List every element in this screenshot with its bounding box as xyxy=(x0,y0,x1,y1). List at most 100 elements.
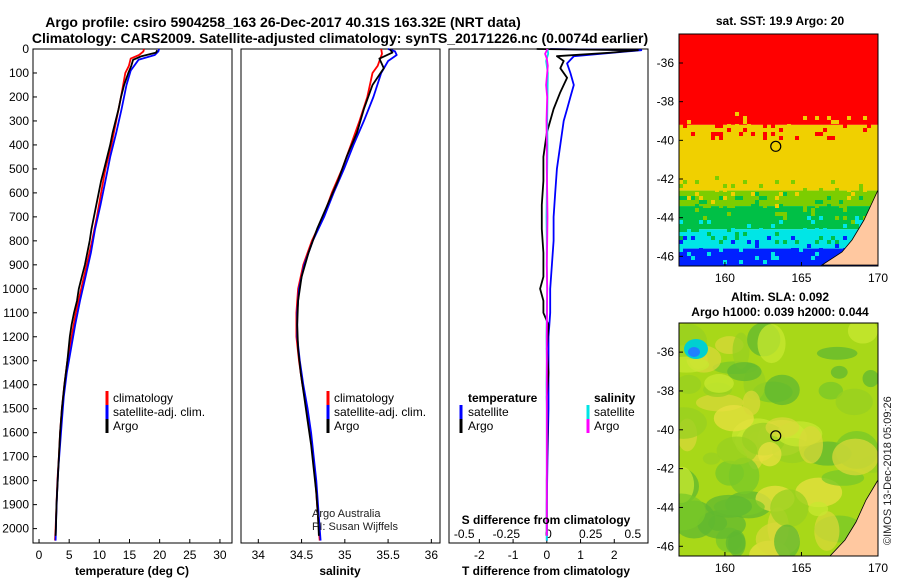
sst-pixel xyxy=(751,200,755,204)
sst-pixel xyxy=(787,192,791,196)
sst-map-panel: sat. SST: 19.9 Argo: 20 -36-38-40-42-44-… xyxy=(657,14,889,285)
legend-t-argo-label: Argo xyxy=(468,419,494,433)
sst-pixel xyxy=(691,256,695,260)
sst-pixel xyxy=(679,248,683,252)
sst-pixel xyxy=(795,256,799,260)
sst-pixel xyxy=(827,196,831,200)
sst-pixel xyxy=(811,192,815,196)
sst-pixel xyxy=(815,228,819,232)
sst-pixel xyxy=(739,216,743,220)
sst-pixel xyxy=(819,236,823,240)
sst-pixel xyxy=(751,204,755,208)
sst-pixel xyxy=(815,184,819,188)
sst-pixel xyxy=(755,204,759,208)
sla-float-marker xyxy=(770,430,782,442)
sst-pixel xyxy=(791,180,795,184)
sst-pixel xyxy=(811,240,815,244)
sst-pixel xyxy=(707,220,711,224)
sst-pixel xyxy=(767,244,771,248)
sst-pixel xyxy=(771,240,775,244)
sst-pixel xyxy=(803,252,807,256)
sst-pixel xyxy=(715,176,719,180)
sla-anomaly-patch xyxy=(732,332,750,369)
sst-pixel xyxy=(703,200,707,204)
sst-pixel xyxy=(691,200,695,204)
sst-pixel xyxy=(735,196,739,200)
depth-tick-label: 600 xyxy=(9,186,29,200)
depth-tick-label: 1900 xyxy=(2,498,29,512)
sst-pixel xyxy=(707,132,711,136)
sla-anomaly-patch xyxy=(816,346,858,360)
depth-tick-label: 2000 xyxy=(2,522,29,536)
lon-tick-label: 170 xyxy=(868,561,888,575)
sst-pixel xyxy=(707,260,711,264)
sst-pixel xyxy=(755,200,759,204)
sst-pixel xyxy=(739,236,743,240)
sla-anomaly-patch xyxy=(798,425,824,464)
sst-pixel xyxy=(703,220,707,224)
sst-pixel xyxy=(851,192,855,196)
sst-pixel xyxy=(699,236,703,240)
temperature-plot-frame xyxy=(32,48,233,544)
depth-tick-label: 1100 xyxy=(3,306,29,320)
sst-pixel xyxy=(787,220,791,224)
sst-pixel xyxy=(703,244,707,248)
sst-pixel xyxy=(715,120,719,124)
lon-tick-label: 165 xyxy=(791,271,811,285)
sst-pixel xyxy=(855,136,859,140)
lon-tick-label: 165 xyxy=(791,561,811,575)
s-difference-label: S difference from climatology xyxy=(462,513,631,527)
sst-pixel xyxy=(799,248,803,252)
sst-pixel xyxy=(783,196,787,200)
sst-pixel xyxy=(699,220,703,224)
sst-map-title: sat. SST: 19.9 Argo: 20 xyxy=(716,14,845,28)
sst-pixel xyxy=(775,180,779,184)
sst-pixel xyxy=(815,240,819,244)
sla-anomaly-patch xyxy=(795,477,843,508)
sst-pixel xyxy=(679,208,683,212)
sst-pixel xyxy=(683,208,687,212)
s-tick-label: -0.5 xyxy=(454,527,475,541)
sst-pixel xyxy=(687,136,691,140)
sst-pixel xyxy=(695,208,699,212)
sst-pixel xyxy=(835,220,839,224)
sst-pixel xyxy=(699,196,703,200)
salinity-series xyxy=(295,48,398,541)
sst-pixel xyxy=(747,224,751,228)
sst-pixel xyxy=(787,244,791,248)
sst-pixel xyxy=(779,196,783,200)
sst-pixel xyxy=(755,240,759,244)
sst-pixel xyxy=(715,132,719,136)
sst-pixel xyxy=(735,232,739,236)
sst-pixel xyxy=(743,116,747,120)
sst-pixel xyxy=(703,212,707,216)
sla-anomaly-patch xyxy=(716,436,758,465)
sst-pixel xyxy=(711,200,715,204)
sst-pixel xyxy=(823,208,827,212)
sst-pixel xyxy=(683,256,687,260)
sst-pixel xyxy=(843,196,847,200)
temperature-x-axis: 0 5 10 15 20 25 30 xyxy=(36,539,227,562)
sst-pixel xyxy=(859,188,863,192)
sst-pixel xyxy=(735,128,739,132)
sst-pixel xyxy=(691,132,695,136)
sla-low-core xyxy=(688,347,700,357)
sst-pixel xyxy=(727,128,731,132)
sst-pixel xyxy=(691,236,695,240)
sst-pixel xyxy=(743,184,747,188)
sst-pixel xyxy=(723,196,727,200)
depth-tick-label: 1500 xyxy=(2,402,29,416)
lat-tick-label: -40 xyxy=(657,423,675,437)
sst-pixel xyxy=(803,228,807,232)
temperature-profile-panel: 0100200300400500600700800900100011001200… xyxy=(2,42,233,578)
t-difference-x-axis: -2 -1 0 1 2 xyxy=(474,539,618,562)
sst-pixel xyxy=(751,132,755,136)
sst-pixel xyxy=(763,216,767,220)
sst-pixel xyxy=(707,240,711,244)
sst-pixel xyxy=(799,224,803,228)
sst-pixel xyxy=(759,228,763,232)
sst-pixel xyxy=(755,216,759,220)
x-tick-label: 35 xyxy=(338,548,352,562)
sst-pixel xyxy=(739,196,743,200)
sst-pixel xyxy=(715,116,719,120)
